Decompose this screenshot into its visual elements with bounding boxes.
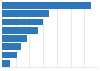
Bar — [2, 19, 43, 25]
Bar — [2, 27, 38, 34]
Bar — [2, 2, 91, 9]
Bar — [2, 43, 21, 50]
Bar — [2, 35, 27, 42]
Bar — [2, 52, 17, 58]
Bar — [2, 60, 10, 67]
Bar — [2, 10, 49, 17]
